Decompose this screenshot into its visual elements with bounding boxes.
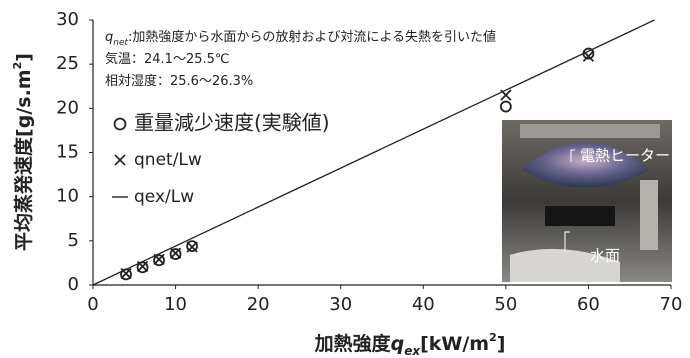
- legend-label: 重量減少速度(実験値): [134, 111, 330, 135]
- x-axis-label-part: 2: [489, 331, 497, 344]
- y-tick-label: 5: [68, 230, 79, 251]
- y-axis-label-part: ]: [13, 53, 35, 62]
- point: [501, 102, 511, 112]
- photo-label: 電熱ヒーター: [580, 147, 670, 165]
- y-axis-label-part: 2: [11, 62, 24, 70]
- y-tick-label: 20: [56, 97, 79, 118]
- x-axis-label-part: [kW/m: [420, 333, 489, 355]
- y-tick-label: 0: [68, 274, 79, 295]
- x-tick-label: 70: [660, 294, 683, 315]
- annotation: 気温：24.1～25.5℃: [105, 51, 230, 67]
- annotation-part: :加熱強度から水面からの放射および対流による失熱を引いた値: [128, 29, 496, 45]
- x-tick-label: 0: [87, 294, 98, 315]
- x-axis-label: 加熱強度qex[kW/m2]: [314, 331, 506, 358]
- x-axis-label-part: ]: [497, 333, 506, 355]
- page: 電熱ヒーター 水面 0 10 20 30 40 50 60 70 0 5 10 15 20 25 30 加熱強…: [0, 0, 690, 358]
- x-axis-label-part: 加熱強度: [314, 332, 392, 355]
- annotation-part: 相対湿度：25.6～26.3%: [105, 73, 253, 89]
- y-axis-label: 平均蒸発速度[g/s.m2]: [11, 53, 35, 251]
- photo: [502, 120, 672, 282]
- photo-label: 水面: [590, 247, 620, 265]
- annotation-part: q: [105, 30, 113, 45]
- legend-symbol: [115, 155, 125, 165]
- annotation: 相対湿度：25.6～26.3%: [105, 73, 253, 89]
- y-tick-label: 10: [56, 186, 79, 207]
- x-tick-label: 20: [247, 294, 270, 315]
- annotation-part: net: [113, 38, 128, 48]
- x-tick-label: 10: [164, 294, 187, 315]
- y-tick-label: 25: [56, 53, 79, 74]
- legend-label: qnet/Lw: [134, 150, 202, 170]
- x-tick-label: 50: [494, 294, 517, 315]
- annotation-part: 気温：24.1～25.5℃: [105, 51, 230, 67]
- legend-label: qex/Lw: [134, 187, 194, 207]
- y-tick-label: 15: [56, 142, 79, 163]
- x-axis-label-part: q: [391, 333, 405, 355]
- y-axis-label-part: 平均蒸発速度[g/s.m: [12, 69, 35, 251]
- x-tick-label: 40: [412, 294, 435, 315]
- legend-symbol: [115, 119, 126, 130]
- x-tick-label: 60: [577, 294, 600, 315]
- y-tick-label: 30: [56, 9, 79, 30]
- x-axis-label-part: ex: [404, 344, 421, 358]
- annotation: qnet:加熱強度から水面からの放射および対流による失熱を引いた値: [105, 29, 496, 48]
- chart: 電熱ヒーター 水面 0 10 20 30 40 50 60 70 0 5 10 15 20 25 30 加熱強…: [0, 0, 690, 358]
- x-tick-label: 30: [329, 294, 352, 315]
